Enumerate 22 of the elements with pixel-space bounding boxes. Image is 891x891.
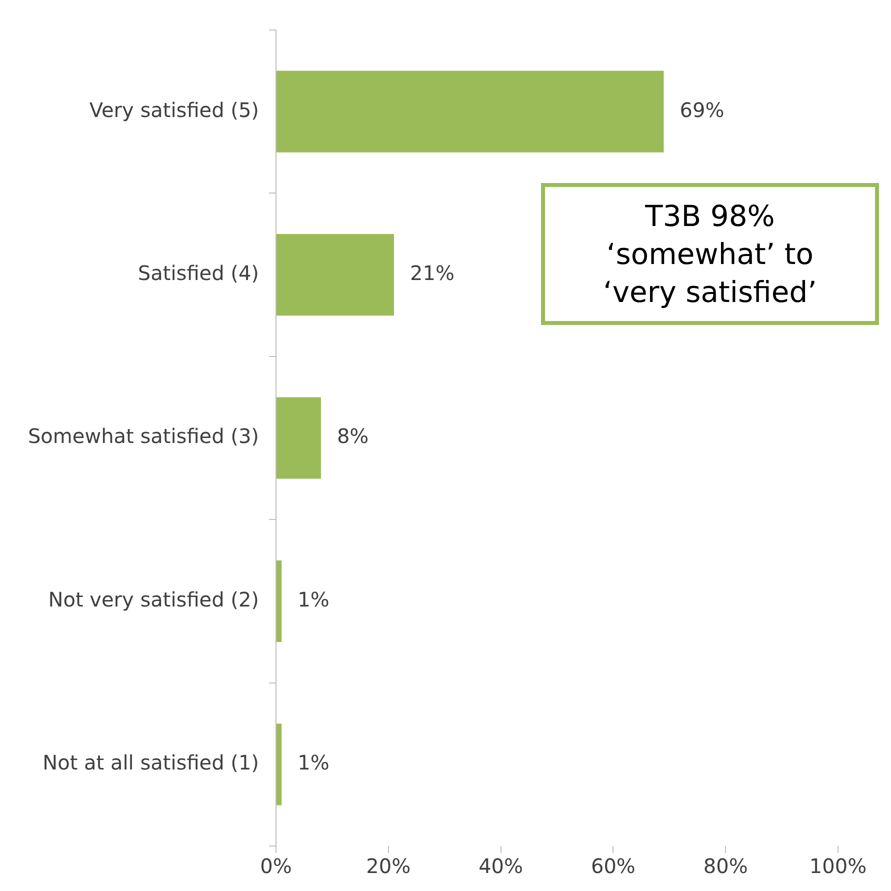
y-tick-label: Somewhat satisfied (3) <box>28 424 259 448</box>
y-tick-label: Satisfied (4) <box>138 261 259 286</box>
x-tick-label: 0% <box>260 854 292 878</box>
bar <box>276 397 321 479</box>
y-tick-label: Not very satisfied (2) <box>48 587 259 612</box>
data-label: 8% <box>336 424 369 448</box>
callout-box: T3B 98% ‘somewhat’ to ‘very satisfied’ <box>541 183 879 325</box>
bar <box>276 70 664 152</box>
bar <box>276 234 394 316</box>
data-label: 1% <box>298 587 330 612</box>
x-tick-label: 40% <box>478 854 524 878</box>
x-tick-label: 20% <box>366 854 411 878</box>
data-label: 69% <box>680 98 724 122</box>
bar <box>276 560 282 642</box>
x-tick-label: 100% <box>809 854 867 878</box>
bar <box>276 724 282 806</box>
data-label: 1% <box>298 750 330 775</box>
x-tick-label: 60% <box>590 854 636 878</box>
x-tick-label: 80% <box>703 854 748 878</box>
y-tick-label: Not at all satisfied (1) <box>42 750 259 775</box>
data-label: 21% <box>410 261 454 286</box>
y-tick-label: Very satisfied (5) <box>89 98 259 122</box>
